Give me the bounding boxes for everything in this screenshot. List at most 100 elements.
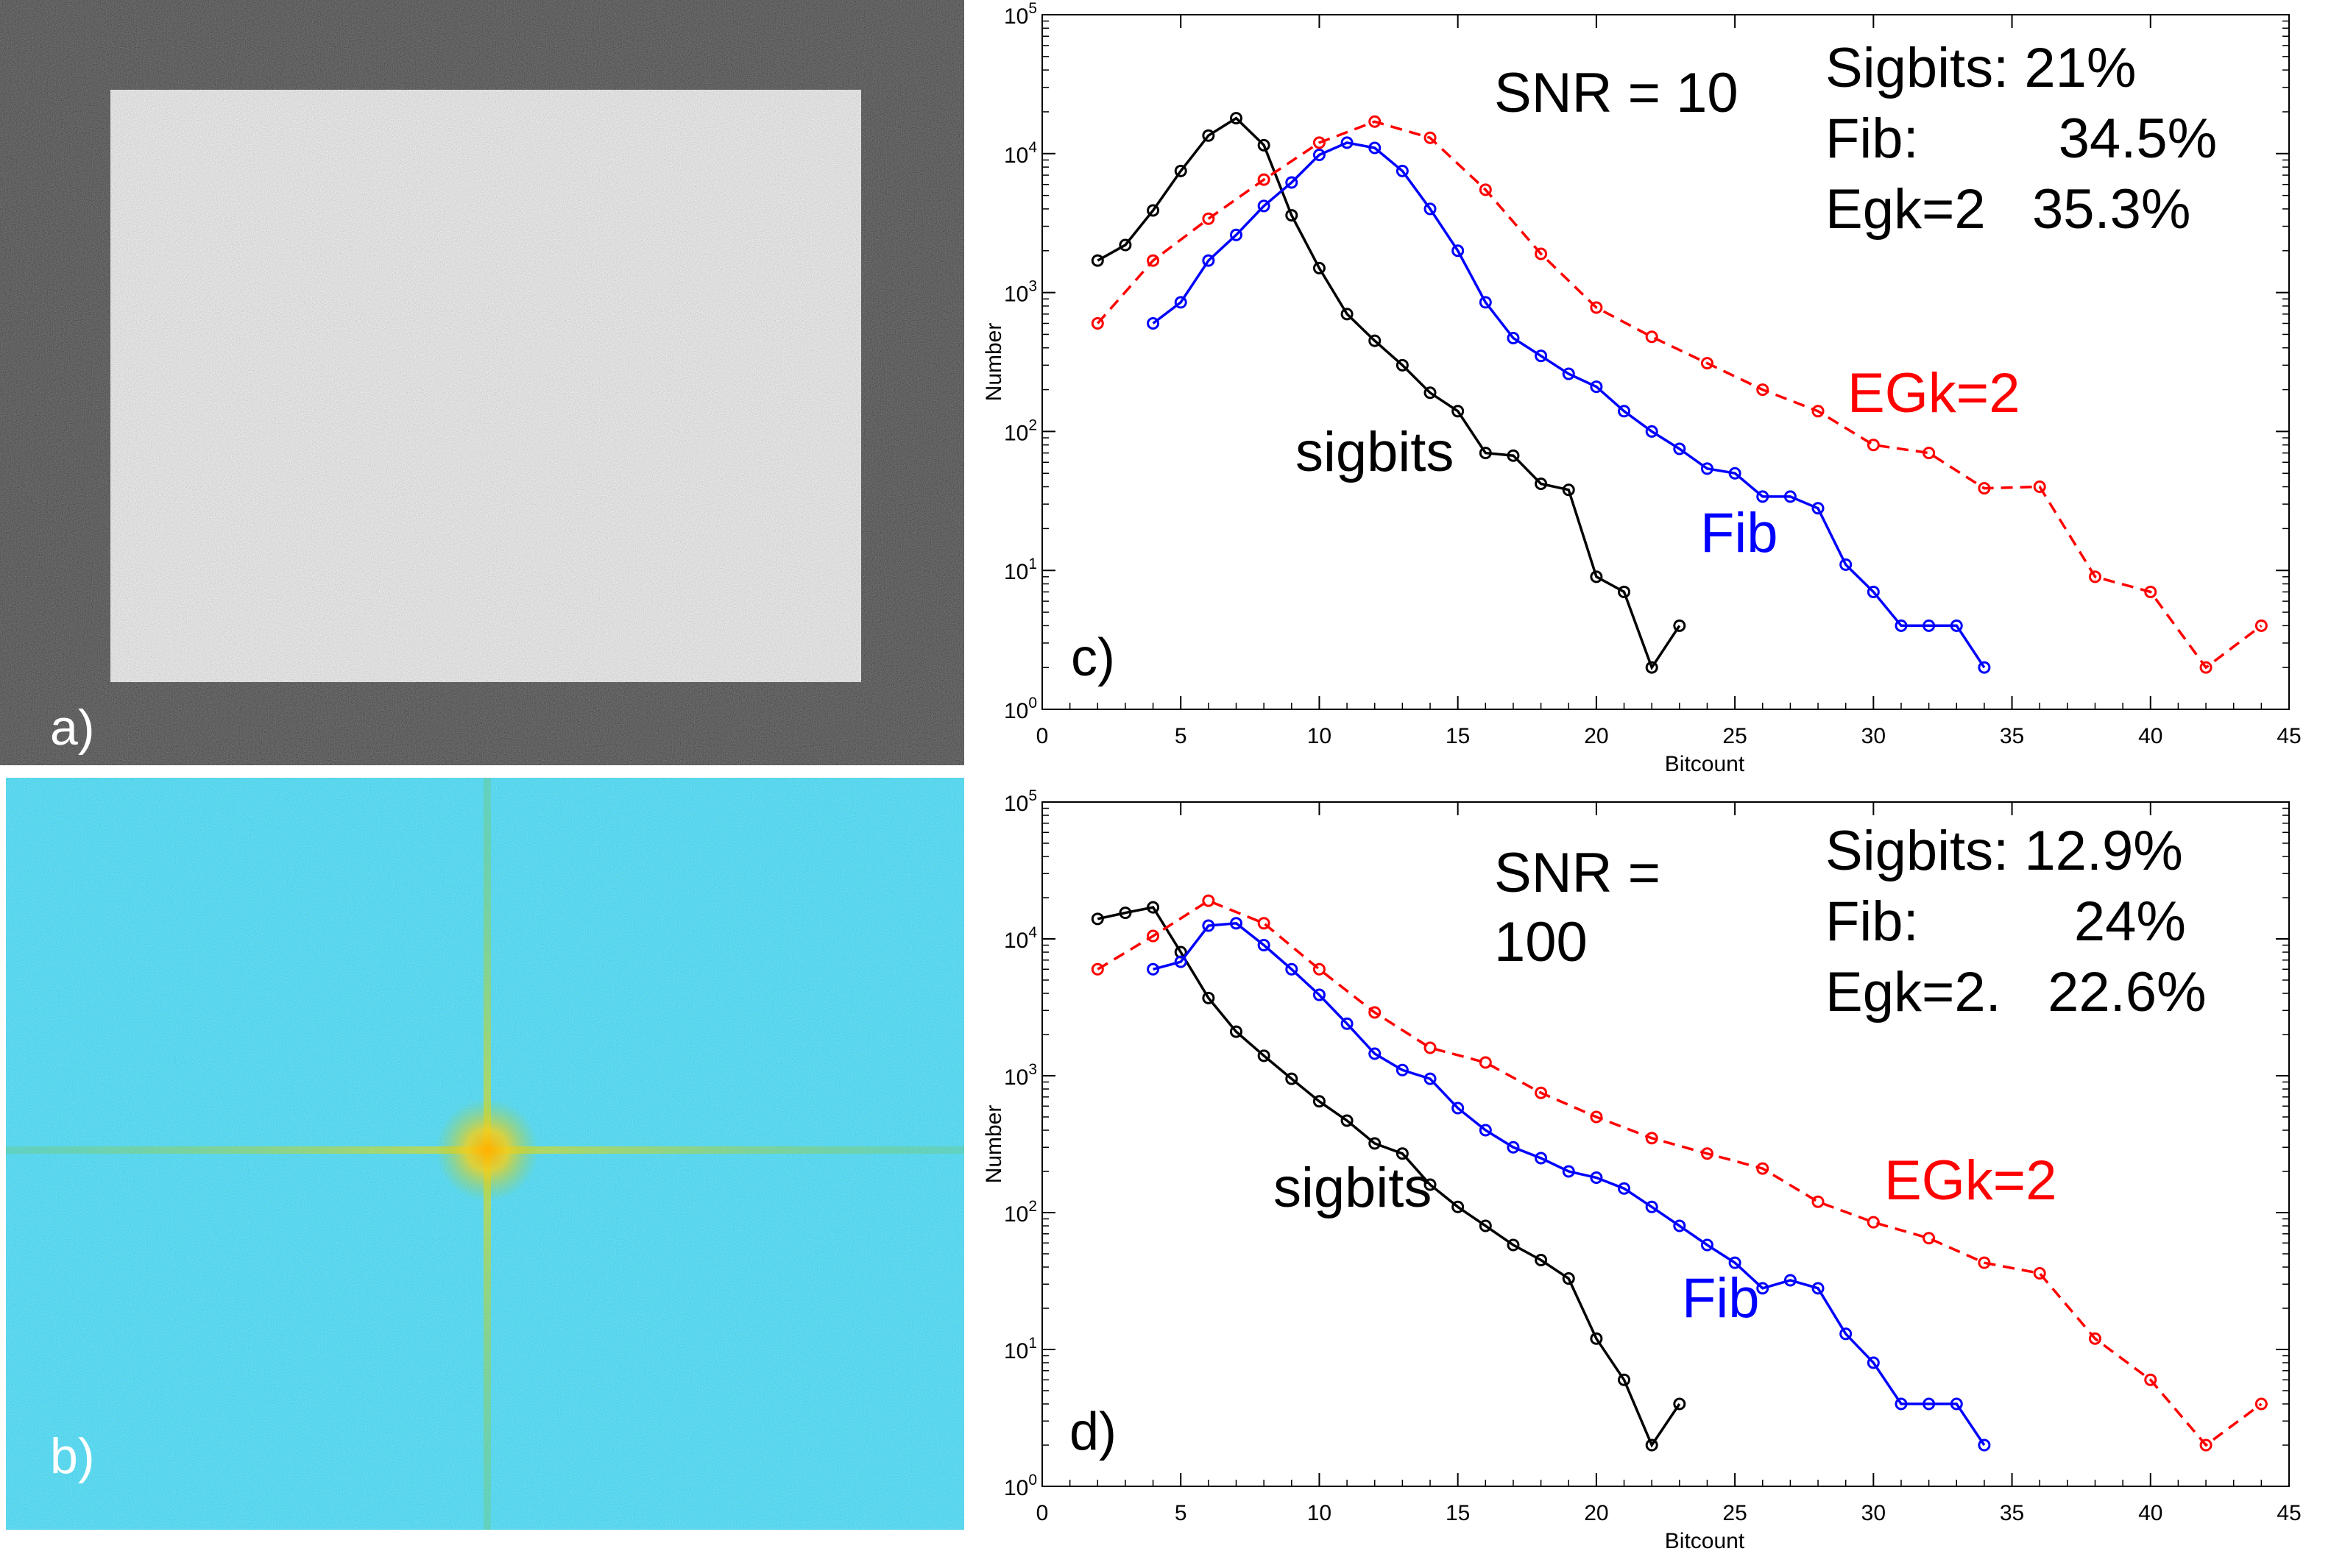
data-point-egk bbox=[1923, 447, 1936, 460]
data-point-fib bbox=[1562, 1165, 1575, 1178]
data-point-fib bbox=[1368, 1047, 1382, 1060]
data-point-sigbits bbox=[1423, 386, 1437, 400]
data-point-fib bbox=[1673, 1219, 1686, 1232]
data-point-sigbits bbox=[1673, 1397, 1686, 1411]
data-point-egk bbox=[1978, 482, 1991, 495]
data-point-egk bbox=[2144, 585, 2157, 598]
data-point-fib bbox=[1535, 1152, 1548, 1165]
panel-a-bright-rectangle bbox=[110, 90, 861, 682]
data-point-egk bbox=[1479, 183, 1492, 196]
x-tick-label: 35 bbox=[2000, 1501, 2024, 1525]
data-point-egk bbox=[1423, 131, 1437, 144]
data-point-fib bbox=[1396, 164, 1409, 177]
plot-frame bbox=[1041, 801, 2290, 1487]
data-point-fib bbox=[1535, 350, 1548, 363]
x-tick-label: 30 bbox=[1861, 1501, 1886, 1525]
x-tick-label: 25 bbox=[1722, 1501, 1747, 1525]
data-point-fib bbox=[1423, 1072, 1437, 1085]
data-point-sigbits bbox=[1590, 1332, 1603, 1345]
data-point-egk bbox=[2254, 619, 2268, 632]
data-point-egk bbox=[1978, 1256, 1991, 1269]
data-point-sigbits bbox=[1257, 138, 1270, 152]
data-point-egk bbox=[1590, 301, 1603, 314]
data-point-sigbits bbox=[1285, 209, 1298, 222]
data-point-egk bbox=[1479, 1056, 1492, 1069]
data-point-sigbits bbox=[1423, 1178, 1437, 1191]
data-point-sigbits bbox=[1618, 585, 1631, 598]
data-point-sigbits bbox=[1562, 483, 1575, 497]
data-point-fib bbox=[1895, 619, 1908, 632]
data-point-fib bbox=[1923, 1397, 1936, 1411]
data-point-fib bbox=[1451, 244, 1465, 258]
data-point-sigbits bbox=[1396, 1147, 1409, 1160]
data-point-fib bbox=[1507, 332, 1520, 345]
data-point-fib bbox=[1673, 442, 1686, 455]
data-point-egk bbox=[1535, 247, 1548, 260]
data-point-fib bbox=[1728, 467, 1741, 480]
data-point-fib bbox=[1202, 254, 1215, 267]
y-tick-label: 100 bbox=[1004, 695, 1037, 723]
data-point-sigbits bbox=[1618, 1373, 1631, 1386]
data-point-sigbits bbox=[1396, 358, 1409, 372]
series-line-fib bbox=[1152, 141, 1986, 669]
data-point-egk bbox=[1756, 383, 1769, 397]
y-tick-label: 105 bbox=[1004, 787, 1037, 816]
data-point-fib bbox=[1618, 1182, 1631, 1195]
series-label-fib: Fib bbox=[1682, 1267, 1760, 1330]
data-point-sigbits bbox=[1507, 1238, 1520, 1252]
series-line-egk bbox=[1096, 120, 2263, 670]
data-point-fib bbox=[1257, 199, 1270, 213]
data-point-egk bbox=[1257, 917, 1270, 930]
data-point-sigbits bbox=[1119, 907, 1132, 920]
data-point-egk bbox=[1147, 254, 1160, 267]
data-point-fib bbox=[1340, 1017, 1354, 1030]
data-point-fib bbox=[1423, 202, 1437, 216]
data-point-fib bbox=[1562, 367, 1575, 380]
data-point-egk bbox=[2199, 1438, 2212, 1452]
series-label-sigbits: sigbits bbox=[1295, 421, 1454, 483]
data-point-sigbits bbox=[1507, 449, 1520, 462]
data-point-sigbits bbox=[1451, 405, 1465, 418]
data-point-sigbits bbox=[1174, 164, 1187, 177]
series-line-fib bbox=[1153, 921, 1986, 1446]
data-point-fib bbox=[1950, 1397, 1963, 1411]
data-point-fib bbox=[1230, 228, 1243, 241]
x-tick-label: 20 bbox=[1584, 724, 1608, 748]
data-point-sigbits bbox=[1368, 1137, 1382, 1150]
x-tick-label: 0 bbox=[1036, 1501, 1049, 1525]
compression-stat: Sigbits: 21% bbox=[1825, 37, 2136, 99]
data-point-egk bbox=[1147, 929, 1160, 943]
data-point-egk bbox=[1700, 357, 1713, 370]
x-tick-label: 10 bbox=[1307, 1501, 1331, 1525]
data-point-fib bbox=[1811, 502, 1825, 515]
chart-d: 0 5 10 15 20 25 30 35 40 45 100 101 102 103 104 105 Bitc… bbox=[982, 787, 2302, 1553]
data-point-fib bbox=[1783, 1274, 1797, 1287]
series-line-egk bbox=[1097, 899, 2263, 1447]
data-point-sigbits bbox=[1091, 254, 1104, 267]
data-point-sigbits bbox=[1202, 129, 1215, 142]
data-point-fib bbox=[1728, 1256, 1741, 1269]
data-point-fib bbox=[1174, 955, 1187, 968]
x-axis-label: Bitcount bbox=[1665, 752, 1745, 776]
data-point-fib bbox=[1645, 1200, 1658, 1213]
data-point-fib bbox=[1811, 1282, 1825, 1295]
data-point-sigbits bbox=[1479, 447, 1492, 460]
x-tick-label: 15 bbox=[1446, 724, 1470, 748]
data-point-fib bbox=[1700, 462, 1713, 475]
x-tick-label: 20 bbox=[1584, 1501, 1608, 1525]
data-point-egk bbox=[2144, 1373, 2157, 1386]
x-tick-label: 40 bbox=[2138, 724, 2162, 748]
x-tick-label: 45 bbox=[2277, 724, 2301, 748]
data-point-fib bbox=[1147, 316, 1160, 330]
panel-a-noise-image bbox=[0, 0, 964, 765]
data-point-fib bbox=[1396, 1063, 1409, 1076]
compression-stat: Sigbits: 12.9% bbox=[1825, 820, 2183, 882]
series-label-fib: Fib bbox=[1700, 502, 1778, 564]
data-point-egk bbox=[1590, 1110, 1603, 1124]
data-point-fib bbox=[1451, 1101, 1465, 1115]
data-point-sigbits bbox=[1535, 478, 1548, 491]
data-point-fib bbox=[1700, 1238, 1713, 1252]
data-point-egk bbox=[1091, 962, 1104, 976]
series-label-egk: EGk=2 bbox=[1847, 362, 2020, 425]
data-point-sigbits bbox=[1535, 1254, 1548, 1267]
